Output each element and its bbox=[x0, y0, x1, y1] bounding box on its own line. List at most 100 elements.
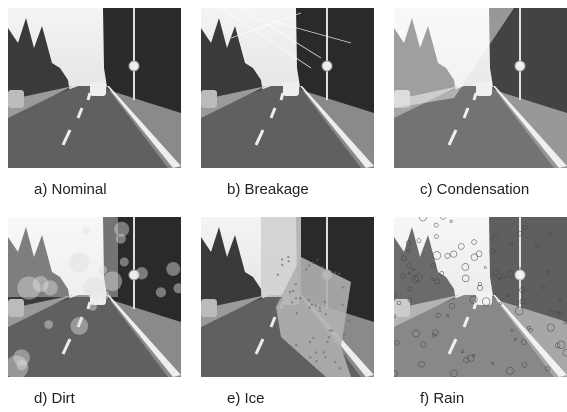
dirt-spot bbox=[44, 320, 53, 329]
ice-grain bbox=[322, 266, 324, 268]
ice-grain bbox=[292, 290, 294, 292]
figure: a) Nominal b) Breakage c) Condensation d) D… bbox=[0, 0, 567, 412]
ice-grain bbox=[277, 325, 279, 327]
ice-grain bbox=[334, 272, 336, 274]
ice-grain bbox=[324, 356, 326, 358]
ice-grain bbox=[275, 297, 277, 299]
ice-grain bbox=[295, 344, 297, 346]
ice-grain bbox=[305, 268, 307, 270]
car bbox=[283, 82, 299, 96]
ice-grain bbox=[282, 370, 284, 372]
caption: c) Condensation bbox=[420, 181, 529, 198]
car bbox=[90, 82, 106, 96]
panel-image bbox=[8, 8, 181, 168]
ice-grain bbox=[326, 341, 328, 343]
ice-grain bbox=[331, 329, 333, 331]
ice-grain bbox=[319, 310, 321, 312]
panel-image bbox=[201, 217, 374, 377]
ice-grain bbox=[281, 357, 283, 359]
ice-grain bbox=[309, 341, 311, 343]
dirt-spot bbox=[120, 257, 129, 266]
ice-grain bbox=[287, 260, 289, 262]
lane-dash bbox=[281, 93, 283, 100]
ice-grain bbox=[292, 351, 294, 353]
caption: b) Breakage bbox=[227, 181, 309, 198]
ice-grain bbox=[344, 355, 346, 357]
dirt-spot bbox=[98, 265, 107, 274]
ice-grain bbox=[281, 258, 283, 260]
ice-grain bbox=[309, 306, 311, 308]
sign bbox=[129, 61, 139, 71]
ice-grain bbox=[300, 363, 302, 365]
ice-grain bbox=[281, 264, 283, 266]
dirt-spot bbox=[70, 317, 88, 335]
ice-grain bbox=[319, 307, 321, 309]
dirt-spot bbox=[102, 271, 122, 291]
pole bbox=[326, 8, 328, 100]
ice-grain bbox=[295, 283, 297, 285]
caption: e) Ice bbox=[227, 390, 265, 407]
ice-grain bbox=[341, 304, 343, 306]
ice-grain bbox=[343, 334, 345, 336]
ice-grain bbox=[284, 359, 286, 361]
ice-grain bbox=[287, 256, 289, 258]
dirt-spot bbox=[17, 360, 27, 370]
ice-grain bbox=[329, 329, 331, 331]
ice-grain bbox=[312, 337, 314, 339]
dirt-spot bbox=[89, 303, 97, 311]
ice-grain bbox=[280, 297, 282, 299]
dirt-spot bbox=[83, 277, 104, 298]
ice-grain bbox=[324, 301, 326, 303]
ice-grain bbox=[311, 303, 313, 305]
dirt-spot bbox=[33, 276, 49, 292]
panel-image bbox=[201, 8, 374, 168]
ice-grain bbox=[299, 297, 301, 299]
ice-grain bbox=[308, 264, 310, 266]
ice-grain bbox=[295, 297, 297, 299]
haze bbox=[394, 8, 567, 168]
ice-grain bbox=[284, 347, 286, 349]
ice-grain bbox=[342, 286, 344, 288]
ice-grain bbox=[331, 271, 333, 273]
pole bbox=[133, 8, 135, 100]
ice-grain bbox=[315, 360, 317, 362]
ice-grain bbox=[308, 299, 310, 301]
ice-grain bbox=[312, 262, 314, 264]
dirt-spot bbox=[82, 228, 89, 235]
car bbox=[201, 299, 217, 317]
ice-grain bbox=[324, 313, 326, 315]
panel-image bbox=[5, 217, 184, 379]
dirt-spot bbox=[173, 283, 183, 293]
ice-grain bbox=[295, 366, 297, 368]
ice-grain bbox=[316, 370, 318, 372]
ice-grain bbox=[291, 301, 293, 303]
ice-grain bbox=[328, 336, 330, 338]
ice-grain bbox=[309, 367, 311, 369]
ice-grain bbox=[322, 351, 324, 353]
pole bbox=[133, 217, 135, 309]
panel-image bbox=[392, 214, 567, 377]
dirt-spot bbox=[116, 234, 126, 244]
dirt-spot bbox=[166, 262, 180, 276]
ice-grain bbox=[296, 312, 298, 314]
ice-grain bbox=[315, 351, 317, 353]
caption: d) Dirt bbox=[34, 390, 76, 407]
caption: f) Rain bbox=[420, 390, 464, 407]
car bbox=[8, 90, 24, 108]
caption: a) Nominal bbox=[34, 181, 107, 198]
dirt-spot bbox=[69, 252, 89, 272]
dirt-spot bbox=[156, 287, 166, 297]
ice-grain bbox=[338, 273, 340, 275]
ice-grain bbox=[334, 361, 336, 363]
ice-grain bbox=[289, 291, 291, 293]
ice-grain bbox=[348, 320, 350, 322]
ice-grain bbox=[309, 356, 311, 358]
ice-grain bbox=[277, 274, 279, 276]
haze bbox=[394, 217, 567, 377]
ice-grain bbox=[316, 259, 318, 261]
lane-dash bbox=[88, 93, 90, 100]
ice-grain bbox=[275, 343, 277, 345]
panel-image bbox=[394, 8, 567, 168]
ice-grain bbox=[314, 304, 316, 306]
sign bbox=[322, 61, 332, 71]
